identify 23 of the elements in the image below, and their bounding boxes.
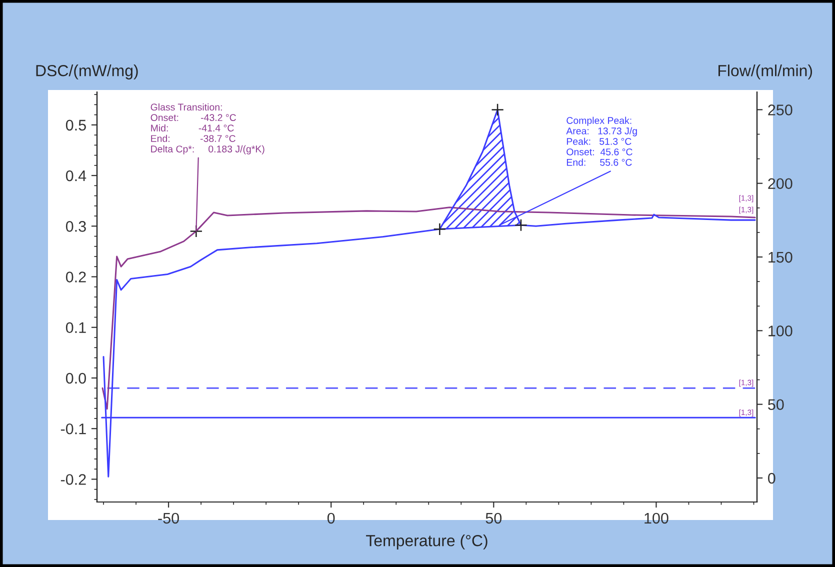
- y2-tick-label: 200: [768, 178, 792, 190]
- x-tick-label: 50: [486, 512, 502, 524]
- y2-tick-label: 150: [768, 252, 792, 263]
- x-axis-title: Temperature (°C): [366, 534, 488, 550]
- y2-axis-title: Flow/(ml/min): [718, 64, 812, 80]
- annotation: Complex Peak: Area: 13.73 J/g Peak: 51.3 °C Onset: 45.6 °C End: 55.6 °C: [566, 116, 637, 166]
- y2-tick-label: 0: [768, 472, 776, 484]
- y2-tick-label: 250: [768, 104, 792, 116]
- y-axis-title: DSC/(mW/mg): [36, 64, 138, 80]
- y-tick-label: 0.5: [66, 120, 86, 131]
- y-tick-label: 0.1: [66, 322, 86, 334]
- annotation: Glass Transition: Onset: -43.2 °C Mid: -41.4 °C End: -38.7 °C Delta Cp*: 0.183 J/(g*K): [150, 103, 264, 154]
- y2-tick-label: 100: [768, 326, 792, 336]
- y-tick-label: -0.1: [60, 423, 86, 434]
- y-tick-label: 0.3: [66, 221, 86, 232]
- y-tick-label: 0.0: [66, 372, 86, 384]
- y-tick-label: -0.2: [60, 474, 86, 485]
- y-tick-label: 0.2: [66, 272, 86, 282]
- x-tick-label: 100: [644, 512, 668, 524]
- y2-tick-label: 50: [768, 399, 784, 410]
- y-tick-label: 0.4: [66, 170, 86, 182]
- x-tick-label: -50: [158, 512, 179, 524]
- x-tick-label: 0: [327, 512, 335, 524]
